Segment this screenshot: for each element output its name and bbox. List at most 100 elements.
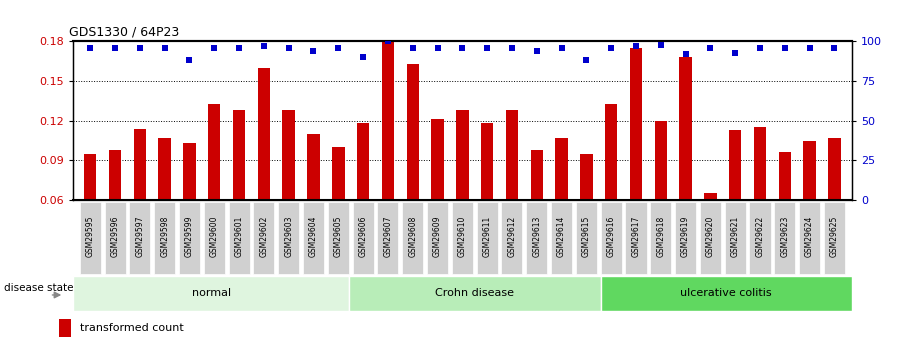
Bar xyxy=(258,68,270,200)
Text: transformed count: transformed count xyxy=(80,323,183,333)
Bar xyxy=(159,138,171,200)
Bar xyxy=(580,154,592,200)
Bar xyxy=(431,119,444,200)
FancyBboxPatch shape xyxy=(576,201,597,275)
Text: GSM29624: GSM29624 xyxy=(805,216,814,257)
Point xyxy=(777,45,792,50)
Point xyxy=(306,48,321,54)
Point xyxy=(356,55,371,60)
FancyBboxPatch shape xyxy=(129,201,150,275)
Point xyxy=(331,45,345,50)
FancyBboxPatch shape xyxy=(476,201,497,275)
Bar xyxy=(530,150,543,200)
FancyBboxPatch shape xyxy=(204,201,225,275)
Bar xyxy=(108,150,121,200)
Point xyxy=(231,45,246,50)
Point xyxy=(107,45,122,50)
Text: GSM29606: GSM29606 xyxy=(359,216,368,257)
FancyBboxPatch shape xyxy=(700,201,721,275)
FancyBboxPatch shape xyxy=(724,201,746,275)
FancyBboxPatch shape xyxy=(303,201,324,275)
Bar xyxy=(779,152,791,200)
Point xyxy=(133,45,148,50)
Point xyxy=(703,45,718,50)
Text: GSM29607: GSM29607 xyxy=(384,216,393,257)
Point xyxy=(679,51,693,57)
Bar xyxy=(481,124,494,200)
Point xyxy=(480,45,495,50)
Bar xyxy=(729,130,742,200)
Point xyxy=(182,58,197,63)
Text: GSM29621: GSM29621 xyxy=(731,216,740,257)
Text: GSM29598: GSM29598 xyxy=(160,216,169,257)
Text: Crohn disease: Crohn disease xyxy=(435,288,515,298)
FancyBboxPatch shape xyxy=(675,201,696,275)
Bar xyxy=(753,127,766,200)
Point xyxy=(554,45,568,50)
Bar xyxy=(456,110,468,200)
Point xyxy=(752,45,767,50)
Bar xyxy=(357,124,369,200)
Text: GSM29600: GSM29600 xyxy=(210,216,219,257)
Bar xyxy=(804,141,816,200)
FancyBboxPatch shape xyxy=(600,201,621,275)
FancyBboxPatch shape xyxy=(377,201,398,275)
FancyBboxPatch shape xyxy=(328,201,349,275)
Point xyxy=(604,45,619,50)
Text: GSM29610: GSM29610 xyxy=(458,216,466,257)
Text: GSM29616: GSM29616 xyxy=(607,216,616,257)
Point xyxy=(803,45,817,50)
Point xyxy=(579,58,594,63)
Text: normal: normal xyxy=(191,288,230,298)
Point xyxy=(505,45,519,50)
Bar xyxy=(655,121,667,200)
Bar xyxy=(406,64,419,200)
Text: GSM29620: GSM29620 xyxy=(706,216,715,257)
Text: GSM29603: GSM29603 xyxy=(284,216,293,257)
Bar xyxy=(333,147,344,200)
Bar xyxy=(134,129,146,200)
FancyBboxPatch shape xyxy=(253,201,274,275)
Text: GSM29622: GSM29622 xyxy=(755,216,764,257)
Text: GSM29608: GSM29608 xyxy=(408,216,417,257)
Bar xyxy=(382,38,394,200)
Point xyxy=(158,45,172,50)
FancyBboxPatch shape xyxy=(750,201,771,275)
Text: GSM29623: GSM29623 xyxy=(781,216,789,257)
FancyBboxPatch shape xyxy=(799,201,820,275)
Bar xyxy=(208,104,220,200)
Text: GSM29619: GSM29619 xyxy=(681,216,691,257)
Text: GSM29605: GSM29605 xyxy=(333,216,343,257)
FancyBboxPatch shape xyxy=(824,201,845,275)
Text: GSM29596: GSM29596 xyxy=(110,216,119,257)
Text: GSM29614: GSM29614 xyxy=(557,216,566,257)
Bar xyxy=(307,134,320,200)
FancyBboxPatch shape xyxy=(79,201,101,275)
FancyBboxPatch shape xyxy=(527,201,548,275)
FancyBboxPatch shape xyxy=(73,276,349,310)
Text: GSM29612: GSM29612 xyxy=(507,216,517,257)
Point xyxy=(629,43,643,49)
Point xyxy=(456,45,470,50)
Bar xyxy=(556,138,568,200)
Point xyxy=(405,45,420,50)
Point xyxy=(728,50,742,55)
Text: GSM29625: GSM29625 xyxy=(830,216,839,257)
Bar xyxy=(183,143,196,200)
Text: GSM29617: GSM29617 xyxy=(631,216,640,257)
Bar xyxy=(680,57,691,200)
FancyBboxPatch shape xyxy=(402,201,424,275)
Text: disease state: disease state xyxy=(4,283,73,293)
FancyBboxPatch shape xyxy=(626,201,647,275)
Bar xyxy=(630,48,642,200)
FancyBboxPatch shape xyxy=(349,276,600,310)
Text: GSM29602: GSM29602 xyxy=(260,216,269,257)
Point xyxy=(653,42,668,47)
Point xyxy=(381,39,395,44)
Point xyxy=(529,48,544,54)
FancyBboxPatch shape xyxy=(452,201,473,275)
Text: GSM29615: GSM29615 xyxy=(582,216,591,257)
Text: GSM29595: GSM29595 xyxy=(86,216,95,257)
Text: GSM29613: GSM29613 xyxy=(532,216,541,257)
Bar xyxy=(605,104,618,200)
